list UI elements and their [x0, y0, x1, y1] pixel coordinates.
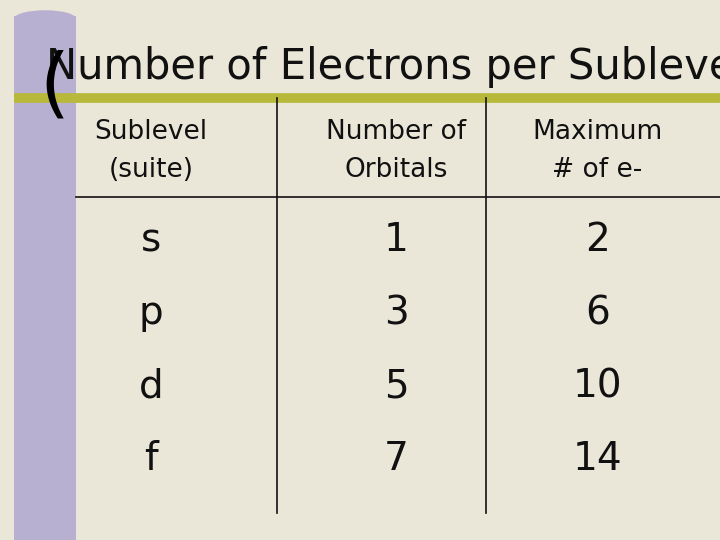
- Text: Number of Electrons per Sublevel: Number of Electrons per Sublevel: [46, 46, 720, 89]
- Text: 6: 6: [585, 294, 610, 332]
- Text: f: f: [144, 440, 158, 478]
- Text: Sublevel: Sublevel: [94, 119, 208, 145]
- Text: s: s: [141, 221, 161, 259]
- Text: 14: 14: [573, 440, 622, 478]
- Text: 1: 1: [384, 221, 408, 259]
- Text: (suite): (suite): [109, 157, 194, 183]
- Ellipse shape: [14, 10, 76, 26]
- Text: 10: 10: [573, 367, 622, 405]
- Text: 3: 3: [384, 294, 408, 332]
- Text: Number of: Number of: [326, 119, 466, 145]
- Bar: [14, 16, 76, 540]
- Text: Orbitals: Orbitals: [344, 157, 448, 183]
- Text: 5: 5: [384, 367, 408, 405]
- Text: (: (: [39, 49, 69, 124]
- Text: d: d: [139, 367, 163, 405]
- Text: 2: 2: [585, 221, 610, 259]
- Text: p: p: [139, 294, 163, 332]
- Text: Maximum: Maximum: [533, 119, 662, 145]
- Text: # of e-: # of e-: [552, 157, 643, 183]
- Text: 7: 7: [384, 440, 408, 478]
